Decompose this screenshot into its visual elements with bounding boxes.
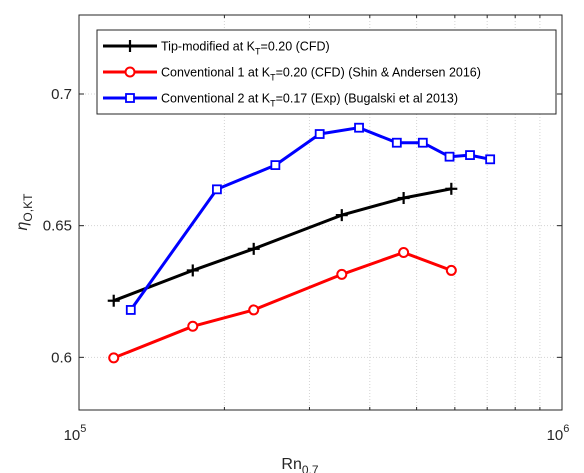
- series-line: [113, 251, 452, 360]
- data-point-marker: [391, 137, 402, 148]
- legend: Tip-modified at KT=0.20 (CFD) Conventiona…: [96, 29, 557, 115]
- x-tick-label: 106: [547, 423, 570, 444]
- legend-entry: Tip-modified at KT=0.20 (CFD): [103, 40, 330, 57]
- legend-label: Tip-modified at KT=0.20 (CFD): [161, 40, 330, 57]
- series: [108, 247, 457, 364]
- data-point-marker: [187, 320, 199, 332]
- data-point-marker: [125, 93, 135, 103]
- data-point-marker: [270, 160, 281, 171]
- series: [125, 122, 496, 315]
- data-point-marker: [444, 151, 455, 162]
- legend-label: Conventional 2 at KT=0.17 (Exp) (Bugalsk…: [161, 92, 458, 109]
- legend-box: [96, 29, 557, 115]
- series: [107, 182, 458, 307]
- data-point-marker: [485, 154, 496, 165]
- series-line: [113, 187, 452, 303]
- data-point-marker: [354, 122, 364, 133]
- data-point-marker: [125, 305, 136, 315]
- data-point-marker: [108, 352, 120, 364]
- data-point-marker: [465, 150, 475, 160]
- legend-label: Conventional 1 at KT=0.20 (CFD) (Shin & …: [161, 66, 481, 83]
- series-line: [129, 126, 491, 311]
- data-point-marker: [314, 129, 325, 139]
- y-axis-label: ηO,KT: [14, 193, 35, 231]
- ticks: 0.6 0.65 0.7 105 106: [43, 15, 570, 444]
- data-point-marker: [124, 66, 136, 78]
- legend-entry: Conventional 1 at KT=0.20 (CFD) (Shin & …: [103, 66, 481, 83]
- y-tick-label: 0.65: [43, 218, 72, 235]
- x-axis-label: Rn0.7: [281, 456, 318, 473]
- data-point-marker: [445, 264, 457, 276]
- series-layer: [107, 122, 496, 364]
- x-tick-label: 105: [64, 423, 87, 444]
- data-point-marker: [212, 184, 222, 195]
- plot-frame: [78, 14, 563, 411]
- legend-entry: Conventional 2 at KT=0.17 (Exp) (Bugalsk…: [103, 92, 458, 109]
- data-point-marker: [248, 304, 260, 316]
- data-point-marker: [398, 247, 410, 259]
- data-point-marker: [336, 268, 348, 280]
- data-point-marker: [417, 137, 428, 148]
- y-tick-label: 0.7: [51, 86, 72, 103]
- y-tick-label: 0.6: [51, 349, 72, 366]
